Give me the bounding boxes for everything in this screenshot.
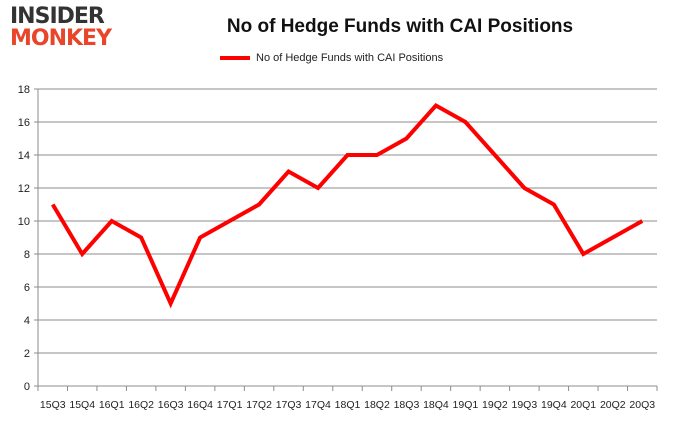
x-tick-label: 19Q4 bbox=[541, 399, 567, 411]
x-tick-label: 17Q4 bbox=[305, 399, 331, 411]
y-tick-label: 4 bbox=[24, 315, 30, 327]
x-tick-label: 18Q4 bbox=[423, 399, 449, 411]
x-tick-label: 20Q3 bbox=[629, 399, 655, 411]
x-tick-label: 16Q4 bbox=[187, 399, 213, 411]
x-tick-label: 17Q3 bbox=[276, 399, 302, 411]
x-tick-label: 16Q1 bbox=[99, 399, 125, 411]
y-tick-label: 10 bbox=[18, 216, 30, 228]
y-tick-label: 0 bbox=[24, 381, 30, 393]
y-tick-label: 8 bbox=[24, 249, 30, 261]
x-tick-label: 18Q2 bbox=[364, 399, 390, 411]
x-tick-label: 17Q2 bbox=[246, 399, 272, 411]
legend-label: No of Hedge Funds with CAI Positions bbox=[256, 52, 444, 64]
y-tick-label: 12 bbox=[18, 183, 30, 195]
x-tick-label: 16Q2 bbox=[128, 399, 154, 411]
y-tick-label: 18 bbox=[18, 84, 30, 96]
x-tick-label: 16Q3 bbox=[158, 399, 184, 411]
legend: No of Hedge Funds with CAI Positions bbox=[220, 52, 443, 64]
logo-line1: INSIDER bbox=[10, 4, 105, 29]
x-tick-label: 18Q3 bbox=[394, 399, 420, 411]
x-tick-label: 17Q1 bbox=[217, 399, 243, 411]
x-tick-label: 19Q2 bbox=[482, 399, 508, 411]
x-tick-label: 19Q1 bbox=[453, 399, 479, 411]
x-tick-label: 20Q1 bbox=[570, 399, 596, 411]
y-tick-label: 16 bbox=[18, 117, 30, 129]
y-tick-label: 6 bbox=[24, 282, 30, 294]
y-tick-label: 14 bbox=[18, 150, 30, 162]
chart-title: No of Hedge Funds with CAI Positions bbox=[226, 16, 574, 37]
x-tick-label: 20Q2 bbox=[600, 399, 626, 411]
logo-line2: MONKEY bbox=[10, 26, 112, 51]
x-tick-label: 19Q3 bbox=[512, 399, 538, 411]
x-tick-label: 15Q3 bbox=[40, 399, 66, 411]
y-tick-label: 2 bbox=[24, 348, 30, 360]
legend-swatch bbox=[220, 56, 250, 60]
x-tick-label: 15Q4 bbox=[69, 399, 95, 411]
x-tick-label: 18Q1 bbox=[335, 399, 361, 411]
insider-monkey-logo: INSIDER MONKEY bbox=[10, 6, 128, 50]
